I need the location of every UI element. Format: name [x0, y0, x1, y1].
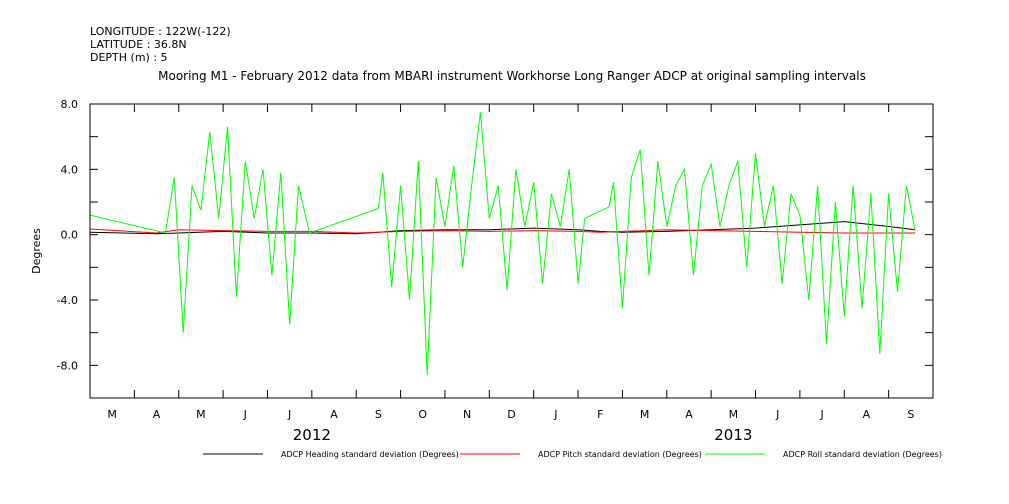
plot-frame — [89, 103, 934, 399]
x-tick-label: O — [418, 408, 427, 421]
x-tick-label: S — [375, 408, 382, 421]
x-tick-label: N — [463, 408, 471, 421]
x-tick-label: J — [243, 408, 247, 421]
series-line-1 — [89, 228, 916, 234]
y-tick-label: -4.0 — [57, 294, 78, 307]
y-axis-label: Degrees — [30, 228, 43, 274]
x-tick-label: M — [640, 408, 650, 421]
year-label: 2012 — [293, 426, 331, 444]
x-tick-label: J — [819, 408, 823, 421]
x-tick-label: A — [685, 408, 693, 421]
series-line-2 — [89, 112, 916, 376]
y-axis: 8.0 4.0 0.0 -4.0 -8.0 — [57, 98, 933, 399]
x-tick-label: A — [330, 408, 338, 421]
legend: ADCP Heading standard deviation (Degrees… — [203, 450, 942, 459]
x-tick-label: M — [107, 408, 117, 421]
x-tick-label: J — [287, 408, 291, 421]
x-tick-label: A — [153, 408, 161, 421]
chart-title: Mooring M1 - February 2012 data from MBA… — [158, 69, 866, 83]
y-tick-label: 4.0 — [61, 163, 79, 176]
x-tick-label: M — [729, 408, 739, 421]
year-label: 2013 — [714, 426, 752, 444]
x-tick-label: S — [907, 408, 914, 421]
x-tick-label: A — [863, 408, 871, 421]
legend-label-0: ADCP Heading standard deviation (Degrees… — [281, 450, 459, 459]
x-tick-label: F — [597, 408, 603, 421]
depth-label: DEPTH (m) : 5 — [90, 51, 168, 64]
x-tick-label: D — [507, 408, 515, 421]
series-layer — [89, 112, 916, 376]
legend-label-1: ADCP Pitch standard deviation (Degrees) — [538, 450, 702, 459]
latitude-label: LATITUDE : 36.8N — [90, 38, 187, 51]
series-line-0 — [89, 221, 916, 235]
y-tick-label: 0.0 — [61, 229, 79, 242]
y-tick-label: 8.0 — [61, 98, 79, 111]
legend-label-2: ADCP Roll standard deviation (Degrees) — [783, 450, 942, 459]
x-axis: M A M J J A S O N D J F M A M J J A S 2012 2013 — [89, 104, 934, 444]
longitude-label: LONGITUDE : 122W(-122) — [90, 25, 231, 38]
x-tick-label: M — [196, 408, 206, 421]
x-tick-label: J — [553, 408, 557, 421]
y-tick-label: -8.0 — [57, 359, 78, 372]
x-tick-label: J — [775, 408, 779, 421]
